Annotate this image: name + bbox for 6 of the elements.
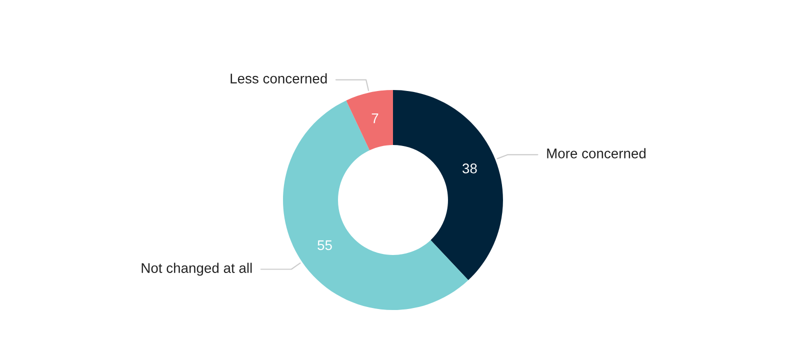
data-label: 38 (462, 164, 477, 174)
slice-label: Less concerned (230, 73, 327, 84)
slice-label: Not changed at all (142, 262, 252, 276)
data-label: 55 (318, 240, 332, 250)
data-label: 7 (372, 114, 378, 124)
slice-label: More concerned (547, 148, 646, 158)
